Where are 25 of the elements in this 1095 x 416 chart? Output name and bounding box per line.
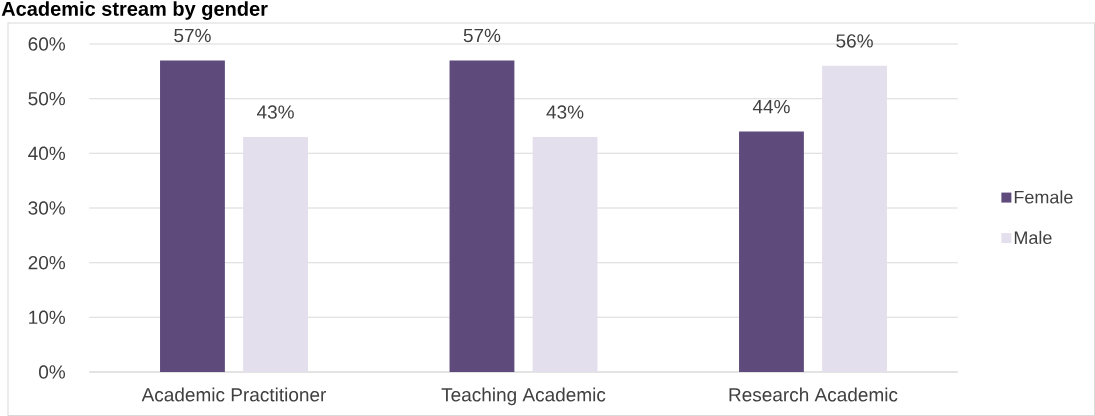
legend-label: Male xyxy=(1014,230,1052,245)
y-tick-label: 10% xyxy=(29,310,66,325)
y-tick-label: 40% xyxy=(28,146,66,161)
x-tick-label: Teaching Academic xyxy=(441,387,606,406)
bar xyxy=(739,131,804,372)
chart-title: Academic stream by gender xyxy=(1,1,268,20)
bar xyxy=(160,60,225,372)
data-label: 43% xyxy=(546,105,584,119)
bar xyxy=(532,136,598,372)
x-tick-label: Research Academic xyxy=(729,387,898,402)
legend-label: Female xyxy=(1014,190,1073,204)
data-label: 43% xyxy=(256,105,294,119)
y-tick-label: 20% xyxy=(28,255,66,270)
y-tick-label: 0% xyxy=(39,365,66,379)
y-tick-label: 60% xyxy=(28,37,66,51)
bar xyxy=(822,65,887,372)
data-label: 44% xyxy=(752,99,790,114)
y-tick-label: 30% xyxy=(28,201,66,215)
data-label: 57% xyxy=(463,28,501,43)
data-label: 57% xyxy=(174,28,211,43)
bar xyxy=(449,60,515,372)
x-tick-label: Academic Practitioner xyxy=(141,387,327,402)
bar xyxy=(243,136,308,372)
y-tick-label: 50% xyxy=(28,91,66,106)
data-label: 56% xyxy=(836,34,873,48)
